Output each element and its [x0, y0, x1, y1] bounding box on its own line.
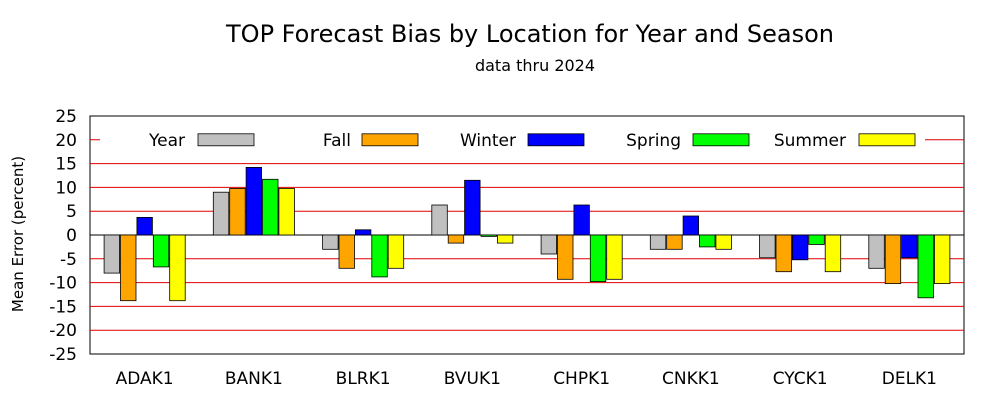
y-tick-label: 25	[55, 107, 77, 127]
x-tick-label: BLRK1	[336, 369, 391, 389]
bar-winter-bvuk1	[464, 179, 481, 236]
bar-summer-cnkk1	[715, 234, 732, 250]
bar-spring-cyck1	[808, 234, 825, 245]
x-tick-label: CYCK1	[773, 369, 828, 389]
chart-title: TOP Forecast Bias by Location for Year a…	[226, 20, 834, 48]
x-tick-label: BANK1	[225, 369, 283, 389]
x-tick-label: BVUK1	[444, 369, 501, 389]
bar-spring-cnkk1	[699, 234, 716, 248]
bar-fall-delk1	[884, 234, 902, 284]
bar-spring-adak1	[152, 234, 170, 268]
y-tick-label: -5	[60, 250, 77, 270]
bar-summer-blrk1	[387, 234, 405, 269]
bar-winter-chpk1	[573, 204, 590, 236]
bar-year-adak1	[103, 234, 120, 274]
legend-label-fall: Fall	[323, 131, 351, 151]
x-tick-label: CNKK1	[662, 369, 720, 389]
bar-year-blrk1	[322, 234, 339, 250]
bar-summer-delk1	[934, 234, 951, 284]
legend-label-summer: Summer	[774, 131, 846, 151]
bar-year-delk1	[868, 234, 885, 269]
legend-swatch-spring	[692, 133, 750, 147]
bar-year-cnkk1	[649, 234, 667, 250]
legend-swatch-year	[197, 133, 255, 147]
bar-fall-bank1	[229, 187, 246, 236]
bar-fall-blrk1	[338, 234, 355, 269]
bar-spring-blrk1	[371, 234, 388, 278]
x-tick-label: ADAK1	[116, 369, 174, 389]
legend-swatch-winter	[527, 133, 585, 147]
legend-label-year: Year	[148, 131, 185, 151]
bar-winter-delk1	[901, 234, 918, 259]
y-tick-label: -15	[49, 297, 77, 317]
bar-winter-blrk1	[354, 229, 372, 236]
bar-spring-bvuk1	[480, 234, 497, 237]
y-axis-label: Mean Error (percent)	[9, 155, 27, 313]
bar-fall-cnkk1	[666, 234, 683, 250]
bar-spring-bank1	[262, 178, 279, 236]
bar-spring-delk1	[917, 234, 934, 299]
bar-summer-cyck1	[824, 234, 842, 273]
bar-fall-chpk1	[557, 234, 574, 280]
bar-year-bank1	[212, 191, 230, 236]
bar-year-bvuk1	[431, 204, 448, 236]
y-tick-label: -25	[49, 345, 77, 365]
bar-winter-cyck1	[792, 234, 809, 261]
bar-winter-cnkk1	[682, 215, 699, 236]
bar-year-chpk1	[540, 234, 557, 255]
y-tick-label: 15	[55, 155, 77, 175]
bar-fall-bvuk1	[447, 234, 465, 244]
y-tick-label: -20	[49, 321, 77, 341]
chart-subtitle: data thru 2024	[474, 56, 596, 75]
bar-fall-cyck1	[775, 234, 792, 273]
bar-summer-bank1	[278, 187, 295, 236]
bar-year-cyck1	[759, 234, 776, 259]
bar-summer-adak1	[169, 234, 186, 302]
legend-label-winter: Winter	[460, 131, 516, 151]
legend-swatch-fall	[361, 133, 419, 147]
y-tick-label: -10	[49, 274, 77, 294]
y-tick-label: 20	[55, 131, 77, 151]
bar-winter-bank1	[245, 166, 263, 236]
legend-swatch-summer	[858, 133, 916, 147]
bar-summer-bvuk1	[496, 234, 514, 244]
y-tick-label: 0	[66, 226, 77, 246]
bar-fall-adak1	[120, 234, 137, 302]
bar-spring-chpk1	[589, 234, 607, 282]
bar-summer-chpk1	[606, 234, 623, 280]
x-tick-label: DELK1	[882, 369, 937, 389]
legend-label-spring: Spring	[626, 131, 681, 151]
bar-winter-adak1	[136, 216, 153, 236]
x-tick-label: CHPK1	[553, 369, 610, 389]
y-tick-label: 5	[66, 202, 77, 222]
y-tick-label: 10	[55, 178, 77, 198]
